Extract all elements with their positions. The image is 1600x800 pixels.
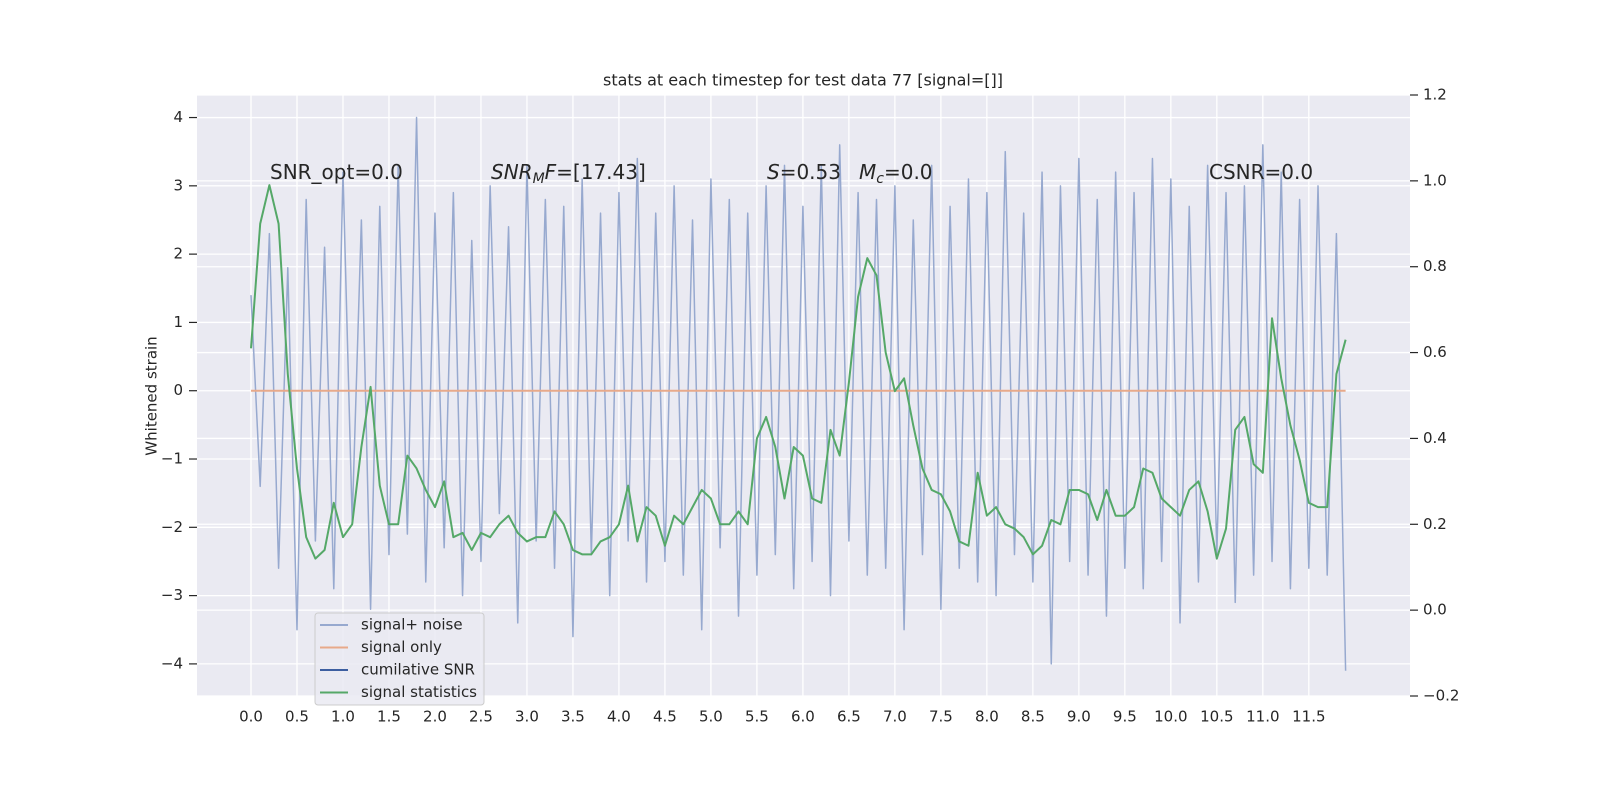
annotation: SNRMF=[17.43] [491, 160, 646, 188]
x-tick-label: 3.5 [561, 708, 585, 726]
annotation-part: CSNR=0.0 [1209, 160, 1313, 184]
y-tick-label: 4 [173, 108, 183, 126]
x-tick-label: 9.0 [1067, 708, 1091, 726]
x-tick-label: 4.5 [653, 708, 677, 726]
annotation: S=0.53 [767, 160, 841, 184]
x-tick-label: 0.5 [285, 708, 309, 726]
legend-box [314, 612, 485, 706]
x-tick-label: 11.0 [1246, 708, 1279, 726]
y-tick-label: 0 [173, 381, 183, 399]
x-tick-label: 1.0 [331, 708, 355, 726]
x-tick-label: 2.0 [423, 708, 447, 726]
x-tick-label: 0.0 [239, 708, 263, 726]
annotation: SNR_opt=0.0 [270, 160, 403, 184]
x-tick-label: 10.0 [1154, 708, 1187, 726]
x-tick-label: 8.5 [1021, 708, 1045, 726]
annotation: CSNR=0.0 [1209, 160, 1313, 184]
x-tick-label: 6.5 [837, 708, 861, 726]
annotation-part: S [767, 160, 780, 184]
y-tick-label: −4 [161, 654, 183, 672]
x-tick-label: 5.0 [699, 708, 723, 726]
y2-tick-label: 0.4 [1423, 429, 1447, 447]
x-tick-label: 9.5 [1113, 708, 1137, 726]
series-line [249, 184, 1347, 560]
annotation-part: SNR_opt=0.0 [270, 160, 403, 184]
y2-tick-label: −0.2 [1423, 687, 1459, 705]
y-tick-label: 2 [173, 245, 183, 263]
legend-label: signal only [361, 638, 442, 656]
annotation-part: =0.0 [884, 160, 933, 184]
legend-label: signal statistics [361, 683, 477, 701]
annotation-part: =[17.43] [556, 160, 646, 184]
annotation-part: =0.53 [780, 160, 841, 184]
y2-tick-label: 0.0 [1423, 601, 1447, 619]
y2-tick-label: 0.2 [1423, 515, 1447, 533]
y2-tick-label: 0.6 [1423, 343, 1447, 361]
y-tick-label: −2 [161, 518, 183, 536]
x-tick-label: 11.5 [1292, 708, 1325, 726]
annotation-part: M [859, 160, 876, 184]
series-line [250, 116, 1347, 671]
y-axis-label: Whitened strain [143, 336, 161, 455]
chart-title: stats at each timestep for test data 77 … [603, 71, 1003, 90]
y2-tick-label: 1.2 [1423, 86, 1447, 104]
annotation-part: SNR [491, 160, 533, 184]
legend-label: signal+ noise [361, 616, 463, 634]
x-tick-label: 2.5 [469, 708, 493, 726]
y2-tick-label: 1.0 [1423, 171, 1447, 189]
y-tick-label: −1 [161, 450, 183, 468]
x-tick-label: 10.5 [1200, 708, 1233, 726]
legend-label: cumilative SNR [361, 661, 475, 679]
x-tick-label: 5.5 [745, 708, 769, 726]
annotation-part: c [876, 171, 884, 187]
x-tick-label: 8.0 [975, 708, 999, 726]
x-tick-label: 7.0 [883, 708, 907, 726]
annotation-part: F [545, 160, 557, 184]
y-tick-label: 1 [173, 313, 183, 331]
x-tick-label: 3.0 [515, 708, 539, 726]
x-tick-label: 6.0 [791, 708, 815, 726]
annotation-part: M [533, 171, 545, 187]
y-tick-label: −3 [161, 586, 183, 604]
x-tick-label: 4.0 [607, 708, 631, 726]
y-tick-label: 3 [173, 176, 183, 194]
x-tick-label: 1.5 [377, 708, 401, 726]
x-tick-label: 7.5 [929, 708, 953, 726]
y2-tick-label: 0.8 [1423, 257, 1447, 275]
annotation: Mc=0.0 [859, 160, 933, 188]
